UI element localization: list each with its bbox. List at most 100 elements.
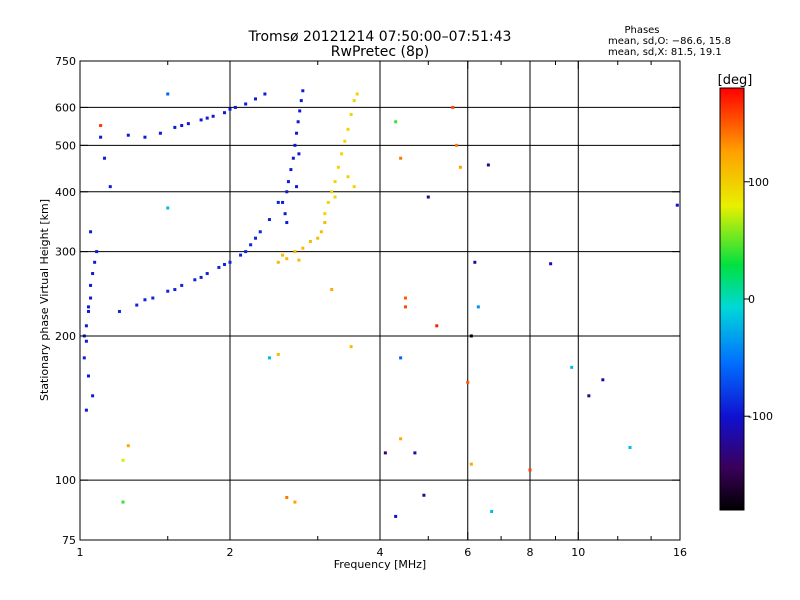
data-point (349, 112, 353, 116)
data-point (458, 165, 462, 169)
data-point (283, 212, 287, 216)
data-point (333, 195, 337, 199)
data-point (239, 253, 243, 257)
chart-subtitle: RwPretec (8p) (331, 44, 429, 60)
data-point (426, 195, 430, 199)
data-point (473, 260, 477, 264)
data-point (117, 309, 121, 313)
data-point (205, 272, 209, 276)
grid-lines (80, 61, 680, 540)
data-point (352, 185, 356, 189)
colorbar-tick-label: -100 (748, 410, 773, 423)
data-point (151, 296, 155, 300)
colorbar-ticks: 100 0 -100 (744, 176, 773, 423)
data-point (91, 394, 95, 398)
data-point (293, 250, 297, 254)
data-point (330, 288, 334, 292)
y-tick-label: 200 (55, 330, 76, 343)
data-point (399, 437, 403, 441)
data-point (99, 135, 103, 139)
data-point (628, 445, 632, 449)
data-point (469, 334, 473, 338)
colorbar: [deg] 100 0 -100 (718, 73, 773, 511)
data-point (394, 514, 398, 518)
data-point (166, 92, 170, 96)
y-axis: 75 100 200 300 400 500 600 750 (55, 55, 680, 547)
data-points (82, 89, 679, 518)
data-point (570, 365, 574, 369)
data-point (244, 250, 248, 254)
data-point (455, 143, 459, 147)
data-point (99, 124, 103, 128)
data-point (549, 262, 553, 266)
data-point (285, 190, 289, 194)
data-point (346, 127, 350, 131)
data-point (349, 345, 353, 349)
data-point (330, 190, 334, 194)
data-point (86, 374, 90, 378)
data-point (355, 92, 359, 96)
data-point (82, 356, 86, 360)
data-point (343, 139, 347, 143)
data-point (103, 156, 107, 160)
data-point (346, 175, 350, 179)
data-point (186, 122, 190, 126)
data-point (173, 288, 177, 292)
data-point (301, 89, 305, 93)
data-point (228, 260, 232, 264)
data-point (276, 352, 280, 356)
data-point (228, 107, 232, 111)
data-point (121, 500, 125, 504)
data-point (253, 97, 257, 101)
y-tick-label: 750 (55, 55, 76, 68)
data-point (466, 380, 470, 384)
data-point (476, 305, 480, 309)
data-point (295, 185, 299, 189)
data-point (249, 243, 253, 247)
title-group: Tromsø 20121214 07:50:00–07:51:43 RwPret… (248, 29, 512, 60)
chart-title: Tromsø 20121214 07:50:00–07:51:43 (248, 29, 512, 45)
data-point (199, 118, 203, 122)
data-point (166, 289, 170, 293)
data-point (217, 265, 221, 269)
data-point (319, 230, 323, 234)
data-point (293, 143, 297, 147)
data-point (399, 156, 403, 160)
data-point (180, 283, 184, 287)
data-point (267, 356, 271, 360)
data-point (422, 493, 426, 497)
data-point (298, 109, 302, 113)
data-point (403, 296, 407, 300)
x-tick-label: 2 (227, 546, 234, 559)
data-point (490, 510, 494, 514)
phase-stats-heading: Phases (624, 25, 659, 36)
data-point (297, 152, 301, 156)
data-point (276, 200, 280, 204)
colorbar-tick-label: 0 (748, 293, 755, 306)
y-tick-label: 75 (62, 534, 76, 547)
data-point (601, 378, 605, 382)
data-point (84, 339, 88, 343)
y-axis-label: Stationary phase Virtual Height [km] (38, 199, 51, 401)
data-point (93, 260, 97, 264)
data-point (293, 500, 297, 504)
data-point (399, 356, 403, 360)
data-point (333, 180, 337, 184)
x-tick-label: 6 (464, 546, 471, 559)
data-point (267, 218, 271, 222)
data-point (323, 212, 327, 216)
data-point (86, 309, 90, 313)
x-axis-label: Frequency [MHz] (334, 558, 426, 571)
data-point (316, 236, 320, 240)
data-point (296, 120, 300, 124)
data-point (276, 260, 280, 264)
data-point (323, 221, 327, 225)
data-point (291, 156, 295, 160)
data-point (336, 165, 340, 169)
data-point (301, 246, 305, 250)
data-point (180, 124, 184, 128)
data-point (299, 99, 303, 103)
x-tick-label: 16 (673, 546, 687, 559)
data-point (326, 200, 330, 204)
data-point (89, 230, 93, 234)
